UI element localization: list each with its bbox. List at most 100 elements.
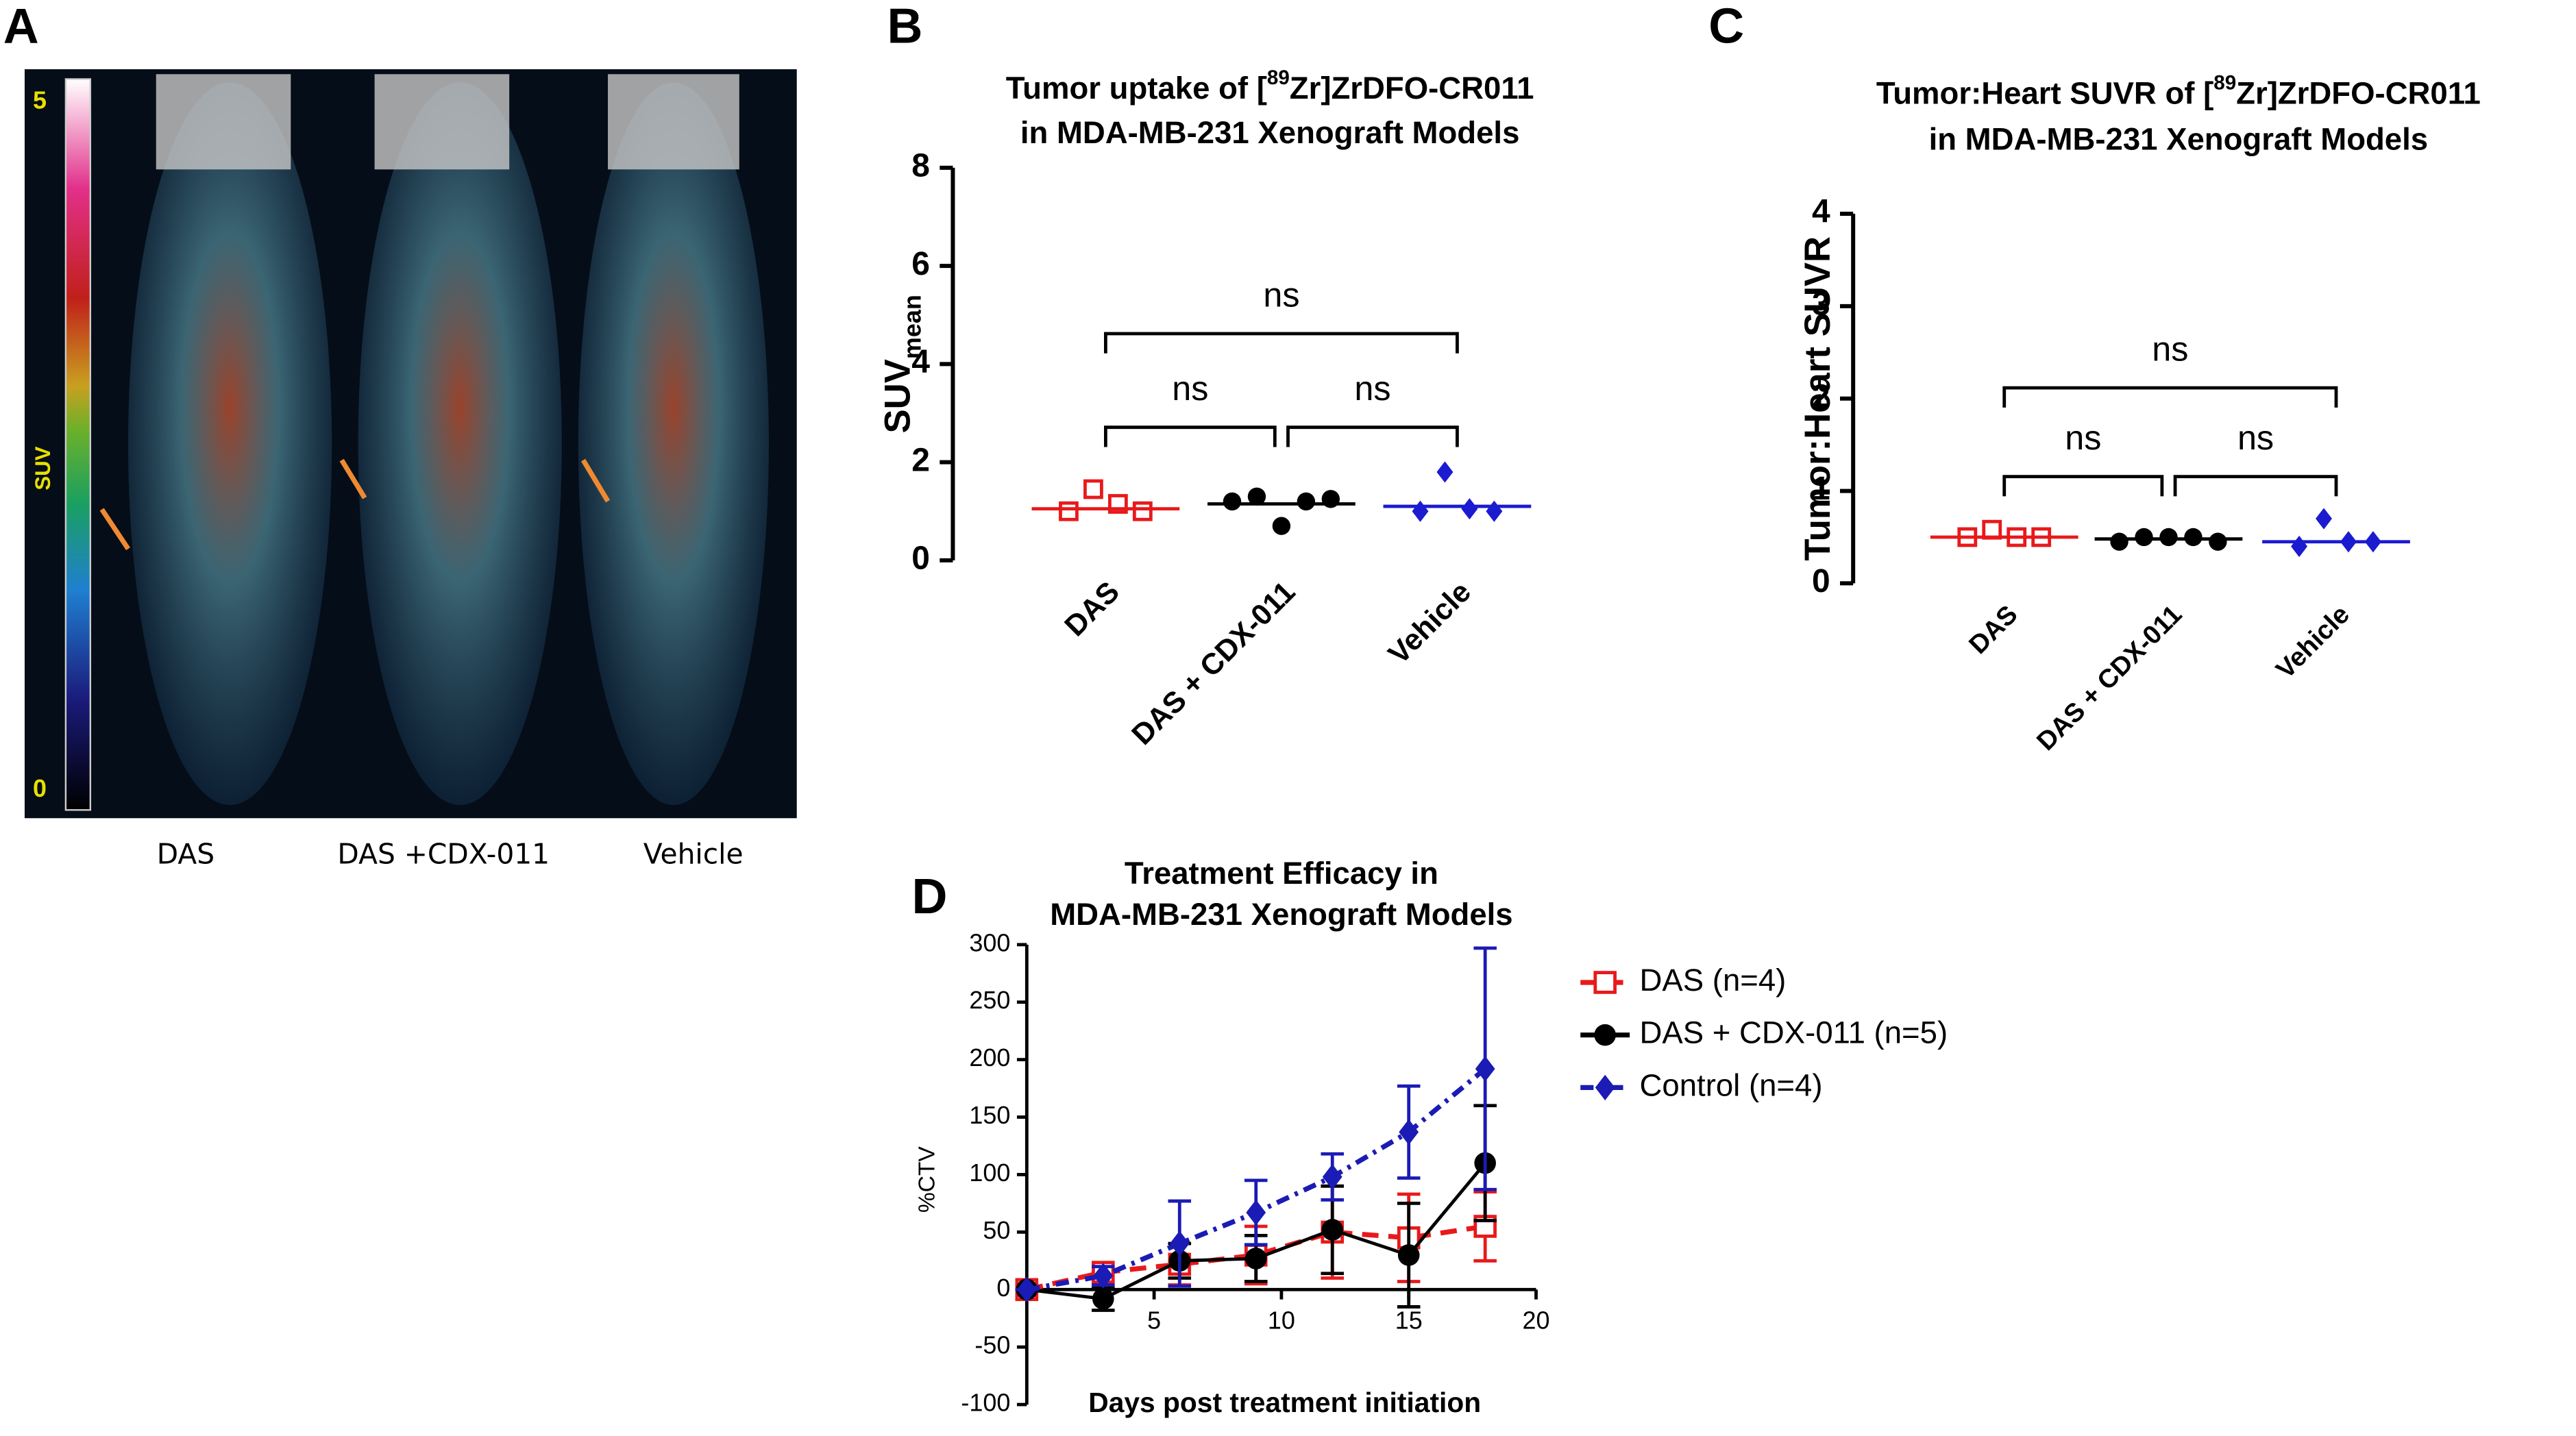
colorbar-tick: 5	[33, 86, 47, 114]
legend-label: DAS (n=4)	[1640, 963, 1787, 998]
point	[1092, 1287, 1114, 1310]
caption: DAS +CDX-011	[337, 837, 550, 870]
title-part: 89	[2213, 72, 2236, 95]
point	[1297, 492, 1316, 511]
x-tick-label: DAS	[1059, 575, 1126, 643]
x-tick-label: 5	[1147, 1307, 1161, 1335]
legend-marker	[1593, 971, 1617, 994]
mouse-image	[127, 82, 332, 806]
point	[1244, 1248, 1267, 1270]
y-tick-label: 4	[911, 344, 930, 380]
legend-label: DAS + CDX-011 (n=5)	[1640, 1015, 1948, 1050]
point	[1436, 461, 1453, 483]
y-tick-label: 2	[911, 442, 930, 478]
y-tick-label: -50	[974, 1331, 1010, 1359]
x-axis-label: Days post treatment initiation	[1088, 1387, 1481, 1418]
legend-marker	[1595, 1074, 1615, 1101]
mouse-image	[578, 82, 769, 806]
title-part: Tumor:Heart SUVR of [	[1876, 75, 2213, 110]
point	[2135, 528, 2153, 547]
point	[1132, 501, 1153, 521]
y-tick-label: 250	[969, 986, 1010, 1014]
y-tick-label: 8	[911, 148, 930, 184]
y-tick-label: 3	[1812, 286, 1830, 323]
y-tick-label: 0	[911, 541, 930, 577]
holder	[374, 74, 510, 170]
y-tick-label: 6	[911, 246, 930, 282]
point	[1059, 501, 1079, 521]
chart-title: Tumor:Heart SUVR of [89Zr]ZrDFO-CR011	[1876, 72, 2481, 111]
point	[1321, 1219, 1344, 1241]
significance-bracket	[2173, 475, 2338, 497]
y-tick-label: 100	[969, 1159, 1010, 1187]
x-tick-label: 15	[1395, 1307, 1423, 1335]
significance-label: ns	[1172, 369, 1208, 408]
colorbar-tick: 0	[33, 774, 47, 802]
point	[1473, 1215, 1497, 1238]
title-part: in MDA-MB-231 Xenograft Models	[1929, 122, 2429, 157]
x-tick-label: Vehicle	[2270, 599, 2355, 684]
label-part: Tumor:Heart SUVR	[1798, 236, 1838, 561]
legend-label: Control (n=4)	[1640, 1067, 1823, 1102]
colorbar-label: SUV	[31, 446, 55, 490]
chart-title: MDA-MB-231 Xenograft Models	[1050, 897, 1512, 932]
point	[1246, 1200, 1266, 1226]
y-tick-label: 2	[1812, 378, 1830, 414]
panel-label: D	[912, 869, 948, 924]
caption: DAS	[157, 837, 214, 870]
significance-label: ns	[1263, 275, 1299, 314]
point	[1461, 498, 1478, 520]
point	[1247, 487, 1266, 506]
significance-label: ns	[2065, 418, 2101, 457]
mouse-image	[358, 82, 562, 806]
point	[1475, 1056, 1495, 1082]
label-part: mean	[898, 295, 927, 359]
y-tick-label: 300	[969, 928, 1010, 956]
y-tick-label: 1	[1812, 471, 1830, 507]
chart-title: Treatment Efficacy in	[1125, 856, 1438, 891]
point	[1486, 500, 1503, 522]
colorbar	[64, 78, 92, 811]
title-part: Zr]ZrDFO-CR011	[2236, 75, 2481, 110]
panel-label: A	[3, 0, 39, 54]
x-tick-label: DAS + CDX-011	[1126, 575, 1302, 752]
x-tick-label: DAS + CDX-011	[2031, 599, 2188, 756]
panel-label: C	[1708, 0, 1744, 54]
y-tick-label: 0	[996, 1274, 1010, 1302]
y-tick-label: 0	[1812, 563, 1830, 599]
panel-label: B	[887, 0, 923, 54]
y-tick-label: 50	[983, 1216, 1010, 1244]
y-axis-label: SUVmean	[878, 295, 927, 433]
point	[2209, 532, 2227, 551]
title-part: 89	[1267, 67, 1290, 90]
point	[1397, 1244, 1420, 1266]
point	[1322, 1164, 1342, 1190]
y-tick-label: 150	[969, 1101, 1010, 1129]
x-tick-label: Vehicle	[1382, 575, 1477, 671]
chart-title: in MDA-MB-231 Xenograft Models	[1929, 122, 2429, 157]
significance-bracket	[2002, 475, 2164, 497]
significance-label: ns	[2152, 330, 2188, 369]
holder	[156, 74, 291, 170]
significance-bracket	[1103, 332, 1459, 354]
y-tick-label: 200	[969, 1043, 1010, 1072]
title-part: Zr]ZrDFO-CR011	[1290, 71, 1534, 106]
y-axis-label: %CTV	[914, 1146, 940, 1213]
label-part: SUV	[878, 359, 918, 433]
point	[1272, 517, 1291, 535]
y-tick-label: 4	[1812, 194, 1830, 230]
x-tick-label: 20	[1523, 1307, 1550, 1335]
legend-marker	[1594, 1024, 1617, 1046]
chart-title: Tumor uptake of [89Zr]ZrDFO-CR011	[1006, 67, 1534, 106]
title-part: Tumor uptake of [	[1006, 71, 1267, 106]
x-tick-label: 10	[1268, 1307, 1295, 1335]
y-axis-label: Tumor:Heart SUVR	[1798, 236, 1838, 561]
caption: Vehicle	[643, 837, 744, 870]
holder	[608, 74, 739, 170]
point	[2291, 535, 2308, 558]
point	[1412, 500, 1429, 522]
image-panel: A 5 0 SUV DAS DAS +CDX-011 Vehicle	[3, 0, 797, 870]
arrow	[580, 458, 611, 503]
point	[1399, 1119, 1419, 1146]
